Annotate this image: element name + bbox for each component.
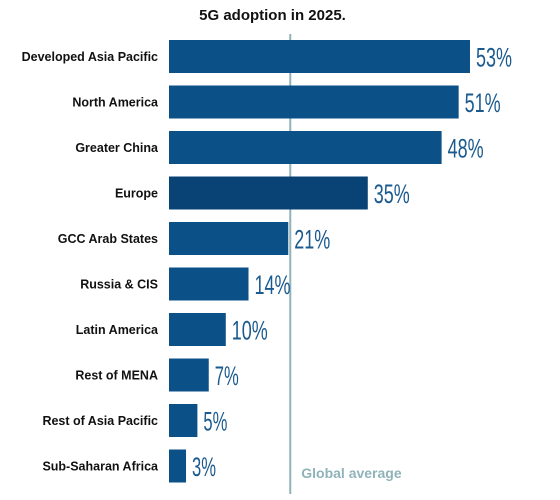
value-label: 3% <box>192 452 216 482</box>
value-label: 35% <box>374 179 410 209</box>
bar <box>169 40 470 73</box>
bar <box>169 404 198 437</box>
value-label: 14% <box>255 270 291 300</box>
value-label: 7% <box>215 361 239 391</box>
category-label: Rest of MENA <box>75 369 158 383</box>
category-label: North America <box>72 96 159 110</box>
category-label: Rest of Asia Pacific <box>42 414 158 428</box>
bar <box>169 176 368 210</box>
value-label: 21% <box>294 225 330 255</box>
bar <box>169 85 459 119</box>
bar <box>169 449 187 483</box>
category-label: Russia & CIS <box>80 278 158 292</box>
bar <box>169 267 249 301</box>
bar <box>169 313 226 346</box>
category-label: Sub-Saharan Africa <box>42 460 159 474</box>
category-label: Greater China <box>75 141 159 155</box>
category-label: Developed Asia Pacific <box>22 50 158 64</box>
value-label: 53% <box>476 43 512 73</box>
category-label: GCC Arab States <box>58 232 158 246</box>
value-label: 5% <box>203 407 227 437</box>
value-label: 10% <box>232 316 268 346</box>
chart-title: 5G adoption in 2025. <box>199 7 346 24</box>
bar <box>169 131 442 164</box>
bar <box>169 358 209 392</box>
bar <box>169 222 289 255</box>
value-label: 51% <box>465 88 501 118</box>
category-label: Latin America <box>76 323 159 337</box>
category-label: Europe <box>115 187 158 201</box>
global-average-label: Global average <box>301 465 402 481</box>
value-label: 48% <box>448 134 484 164</box>
